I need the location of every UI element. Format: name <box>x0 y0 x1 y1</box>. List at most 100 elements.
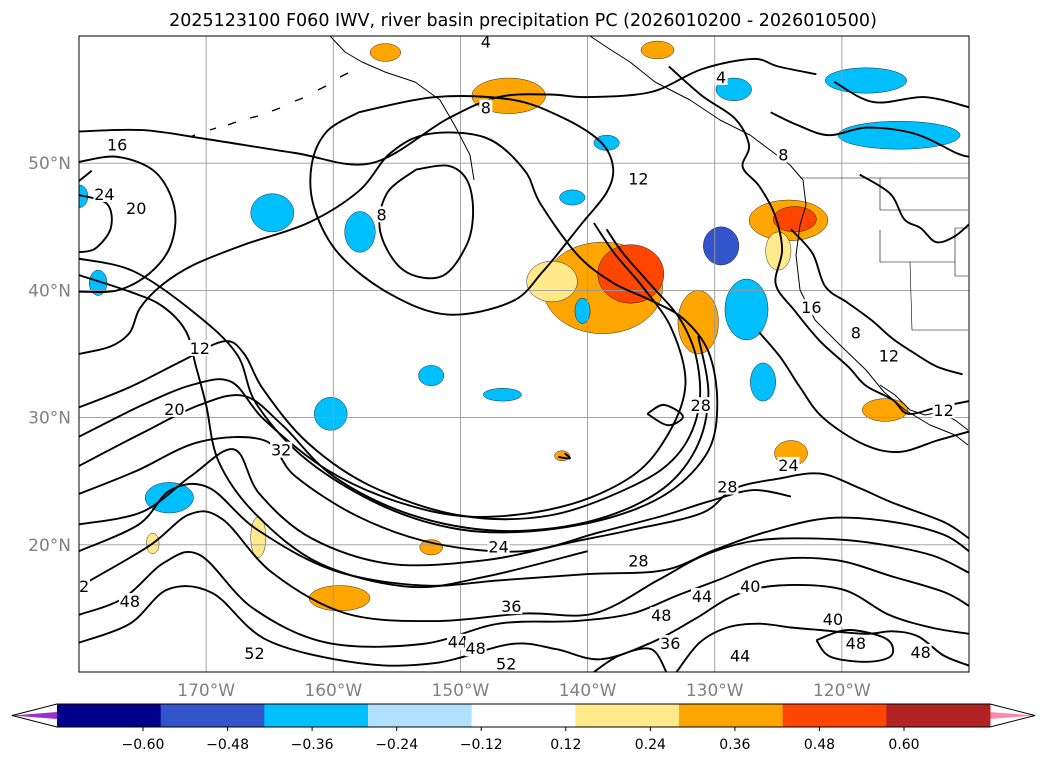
contour-label-23: 48 <box>651 606 671 625</box>
contour-label-1: 8 <box>481 99 491 118</box>
shaded-region-27 <box>308 585 371 612</box>
latitude-label-2: 30°N <box>28 409 71 429</box>
contour-label-bg <box>659 635 682 652</box>
contour-line-18 <box>815 629 895 663</box>
contour-label-17: 28 <box>717 478 737 497</box>
contour-label-bg <box>627 552 650 569</box>
shaded-region-11 <box>825 67 907 94</box>
contour-label-26: 44 <box>448 633 468 652</box>
contour-line-8 <box>79 222 687 518</box>
colorbar-swatch-8 <box>782 704 887 727</box>
contour-label-bg <box>495 655 518 672</box>
contour-label-bg <box>650 607 673 624</box>
contour-label-bg <box>163 400 186 417</box>
contour-label-35: 12 <box>933 401 953 420</box>
contour-label-31: 52 <box>69 577 89 596</box>
contour-label-bg <box>777 456 800 473</box>
contour-label-14: 32 <box>271 441 291 460</box>
contour-label-bg <box>375 206 389 223</box>
contour-label-33: 48 <box>846 634 866 653</box>
contour-label-3: 24 <box>94 185 114 204</box>
iwv-contours <box>79 57 969 672</box>
contour-line-22 <box>859 173 969 244</box>
contour-label-22: 40 <box>740 577 760 596</box>
longitude-label-0: 170°W <box>177 681 235 701</box>
contour-line-14 <box>79 550 969 648</box>
colorbar-swatch-5 <box>471 704 576 727</box>
contour-label-bg <box>729 647 752 664</box>
contour-label-6: 12 <box>628 170 648 189</box>
contour-label-bg <box>243 645 266 662</box>
contour-line-6 <box>79 131 719 534</box>
contour-line-20 <box>833 80 969 109</box>
contour-line-12 <box>79 482 969 587</box>
contour-label-bg <box>125 199 148 216</box>
contour-label-bg <box>776 146 790 163</box>
shaded-region-9 <box>750 362 776 402</box>
contour-label-bg <box>932 402 955 419</box>
contour-label-0: 4 <box>481 32 491 51</box>
colorbar-tick-label-7: 0.36 <box>719 737 750 753</box>
contour-label-bg <box>716 478 739 495</box>
latitude-label-3: 20°N <box>28 536 71 556</box>
contour-label-8: 8 <box>778 146 788 165</box>
longitude-label-3: 140°W <box>559 681 617 701</box>
contour-label-13: 20 <box>164 400 184 419</box>
contour-line-3 <box>79 155 177 294</box>
contour-label-bg <box>800 299 823 316</box>
colorbar-tick-label-4: −0.12 <box>460 737 503 753</box>
contour-label-21: 44 <box>692 587 712 606</box>
contour-line-26 <box>558 452 571 460</box>
colorbar-swatch-1 <box>57 704 162 727</box>
shaded-region-14 <box>344 211 376 253</box>
contour-label-bg <box>739 577 762 594</box>
contour-line-25 <box>646 403 684 427</box>
contour-label-15: 28 <box>691 396 711 415</box>
contour-line-2 <box>79 57 817 166</box>
contour-label-bg <box>691 587 713 604</box>
contour-label-bg <box>500 598 523 615</box>
contour-line-17 <box>675 622 969 672</box>
contour-label-bg <box>464 640 487 657</box>
shaded-region-25 <box>640 40 675 60</box>
contour-label-25: 36 <box>660 634 680 653</box>
colorbar-swatch-4 <box>368 704 473 727</box>
colorbar <box>11 703 1036 728</box>
contour-label-12: 12 <box>190 339 210 358</box>
contour-label-7: 4 <box>716 68 726 87</box>
colorbar-tick-label-1: −0.48 <box>206 737 249 753</box>
colorbar-tick-label-2: −0.36 <box>291 737 334 753</box>
plot-background <box>79 36 969 672</box>
contour-label-28: 52 <box>496 654 516 673</box>
shaded-region-20 <box>88 269 108 296</box>
contour-label-bg <box>877 347 900 364</box>
contour-label-18: 24 <box>488 537 508 556</box>
contour-label-30: 48 <box>120 592 140 611</box>
contour-label-34: 48 <box>911 643 931 662</box>
lat-lon-grid <box>79 36 969 672</box>
colorbar-swatch-2 <box>160 704 265 727</box>
shaded-region-13 <box>250 193 295 233</box>
contour-label-bg <box>844 635 867 652</box>
contour-line-23 <box>790 228 963 376</box>
baja-california-coastline <box>879 384 969 431</box>
contour-label-bg <box>446 633 469 650</box>
contour-label-bg <box>118 593 141 610</box>
shaded-region-15 <box>144 482 194 514</box>
colorbar-tick-label-6: 0.24 <box>635 737 666 753</box>
contour-label-bg <box>714 68 728 85</box>
contour-label-29: 52 <box>244 644 264 663</box>
contour-label-bg <box>79 577 90 594</box>
contour-label-bg <box>479 36 493 50</box>
contour-label-5: 8 <box>377 205 387 224</box>
contour-line-21 <box>770 111 969 158</box>
map-title: 2025123100 F060 IWV, river basin precipi… <box>169 11 877 31</box>
contour-line-15 <box>79 583 969 667</box>
longitude-label-5: 120°W <box>813 681 871 701</box>
contour-label-bg <box>188 339 211 356</box>
state-borders <box>800 177 968 331</box>
longitude-label-4: 130°W <box>686 681 744 701</box>
plot-frame <box>78 35 970 673</box>
contour-label-27: 48 <box>466 639 486 658</box>
